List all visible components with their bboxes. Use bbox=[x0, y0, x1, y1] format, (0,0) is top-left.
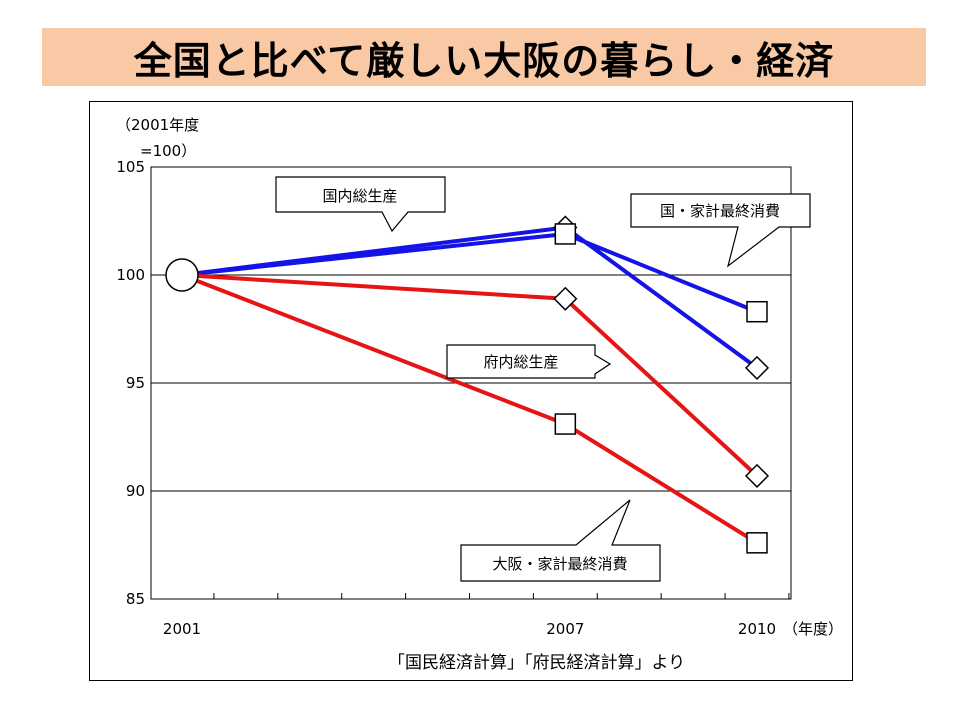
x-tick-label-2001: 2001 bbox=[163, 620, 201, 638]
callout-consumption-japan: 国・家計最終消費 bbox=[630, 193, 811, 268]
callout-gdp-japan-label: 国内総生産 bbox=[322, 187, 397, 205]
marker-diamond-2-1 bbox=[553, 286, 578, 311]
y-tick-label-95: 95 bbox=[126, 374, 145, 392]
callout-gdp-osaka: 府内総生産 bbox=[446, 344, 612, 379]
marker-square-1-1 bbox=[554, 223, 577, 245]
marker-square-3-1 bbox=[554, 413, 577, 435]
plot-area bbox=[150, 166, 792, 600]
y-tick-label-105: 105 bbox=[116, 158, 145, 176]
callout-consumption-japan-label: 国・家計最終消費 bbox=[660, 202, 780, 220]
page-title: 全国と比べて厳しい大阪の暮らし・経済 bbox=[133, 38, 835, 83]
callout-consumption-osaka: 大阪・家計最終消費 bbox=[460, 499, 661, 582]
x-tick-labels: 2001 2007 2010 bbox=[163, 620, 776, 638]
y-tick-label-85: 85 bbox=[126, 590, 145, 608]
x-axis-ticks bbox=[213, 593, 790, 599]
series-line-3 bbox=[181, 273, 759, 545]
marker-square-3-2 bbox=[746, 532, 768, 554]
x-tick-label-2007: 2007 bbox=[546, 620, 584, 638]
y-axis-label-line1: （2001年度 bbox=[116, 116, 199, 134]
y-tick-label-100: 100 bbox=[116, 266, 145, 284]
marker-origin-circle bbox=[165, 258, 199, 292]
callout-consumption-osaka-label: 大阪・家計最終消費 bbox=[492, 555, 627, 573]
series-markers bbox=[165, 215, 770, 554]
y-tick-labels: 85 90 95 100 105 bbox=[116, 158, 145, 608]
chart-frame: 85 90 95 100 105 2001 2007 2010 （2001年度 =100） … bbox=[89, 101, 853, 681]
callout-gdp-japan: 国内総生産 bbox=[275, 176, 446, 233]
grid-lines bbox=[151, 274, 791, 492]
marker-diamond-0-2 bbox=[744, 355, 770, 380]
marker-square-1-2 bbox=[746, 300, 768, 323]
callout-gdp-osaka-label: 府内総生産 bbox=[483, 353, 558, 371]
y-tick-label-90: 90 bbox=[126, 482, 145, 500]
title-banner: 全国と比べて厳しい大阪の暮らし・経済 bbox=[42, 28, 926, 86]
marker-diamond-2-2 bbox=[744, 463, 770, 488]
source-note: 「国民経済計算」「府民経済計算」より bbox=[388, 653, 685, 673]
x-axis-label: （年度） bbox=[783, 620, 843, 638]
y-axis-label-line2: =100） bbox=[140, 142, 196, 160]
series-line-1 bbox=[181, 231, 758, 314]
x-tick-label-2010: 2010 bbox=[738, 620, 776, 638]
